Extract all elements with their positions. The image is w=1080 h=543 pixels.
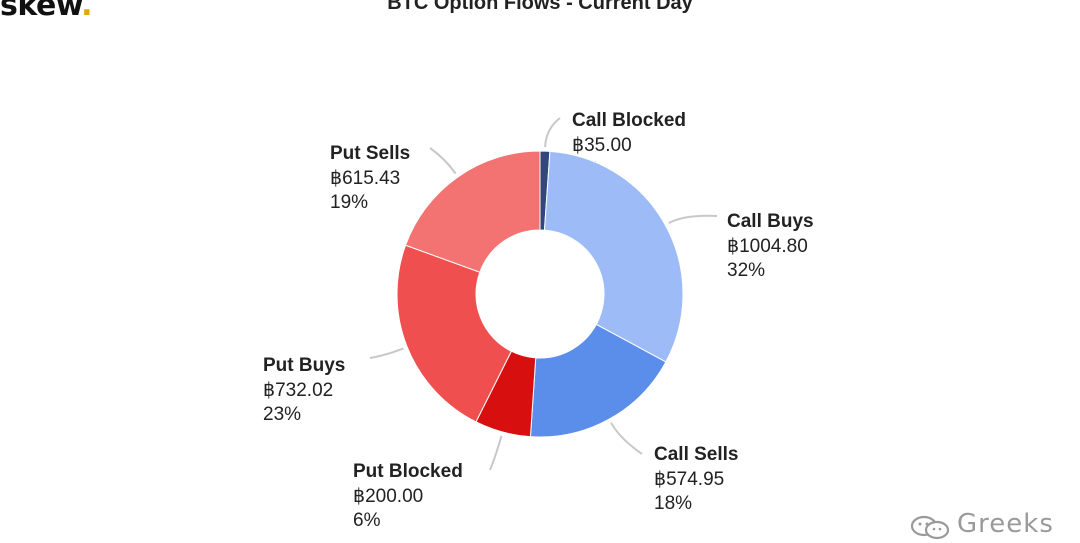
slice-put-sells[interactable] [404,150,541,273]
slice-label: Put Buys [263,355,345,376]
skew-logo: skew. [0,0,93,23]
slice-percent: 18% [654,493,692,514]
slice-value: ฿200.00 [353,486,423,507]
slice-put-buys[interactable] [396,244,513,423]
leader-line [544,117,561,148]
slice-percent: 19% [330,192,368,213]
slice-value: ฿35.00 [572,135,632,156]
watermark-text: Greeks [957,509,1054,539]
slice-percent: 32% [727,260,765,281]
logo-text: skew [0,0,82,23]
slice-percent: 23% [263,404,301,425]
slice-label: Put Sells [330,143,410,164]
slice-label: Call Sells [654,444,739,465]
slice-label: Call Buys [727,211,814,232]
slice-label: Put Blocked [353,461,463,482]
slice-call-buys[interactable] [543,150,684,363]
leader-line [610,422,643,455]
slice-call-sells[interactable] [529,323,667,438]
slice-value: ฿615.43 [330,168,400,189]
slice-value: ฿732.02 [263,380,333,401]
leader-line [429,147,457,175]
slice-value: ฿1004.80 [727,236,808,257]
wechat-icon [910,515,950,540]
leader-line [668,214,718,225]
logo-dot: . [81,0,93,23]
leader-line [489,435,503,471]
leader-line [369,347,404,359]
slice-label: Call Blocked [572,110,686,131]
slice-value: ฿574.95 [654,469,724,490]
slice-percent: 6% [353,510,381,531]
chart-title: BTC Option Flows - Current Day [387,0,693,14]
